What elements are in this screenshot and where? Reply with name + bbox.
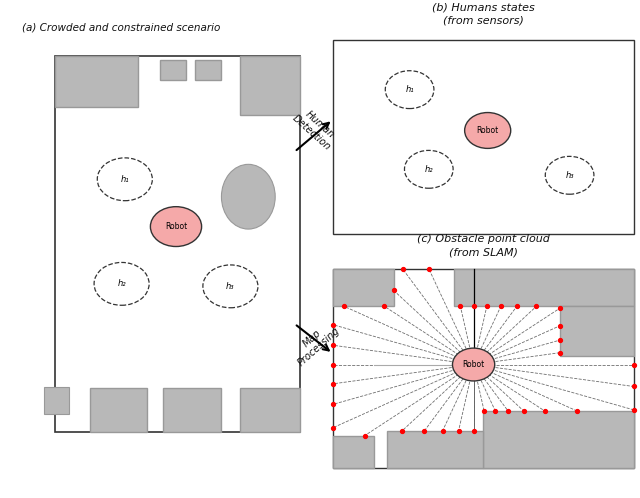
- Text: (from sensors): (from sensors): [443, 16, 524, 26]
- Bar: [90, 388, 147, 432]
- Bar: [560, 306, 634, 356]
- Text: h₂: h₂: [424, 165, 433, 174]
- Text: (b) Humans states: (b) Humans states: [432, 2, 534, 12]
- Text: h₂: h₂: [117, 279, 126, 288]
- Text: Human
Detection: Human Detection: [291, 105, 340, 152]
- Bar: [195, 60, 221, 80]
- Circle shape: [545, 156, 594, 194]
- Text: h₁: h₁: [405, 85, 414, 94]
- Bar: [333, 269, 394, 306]
- Bar: [333, 436, 374, 468]
- Text: Robot: Robot: [477, 126, 499, 135]
- Text: Robot: Robot: [463, 360, 484, 369]
- Text: Map
Processing: Map Processing: [289, 317, 342, 368]
- Circle shape: [94, 262, 149, 305]
- Text: h₁: h₁: [120, 175, 129, 184]
- Text: (a) Crowded and constrained scenario: (a) Crowded and constrained scenario: [22, 22, 221, 32]
- Bar: [44, 387, 69, 414]
- Text: (from SLAM): (from SLAM): [449, 248, 518, 257]
- Text: (c) Obstacle point cloud: (c) Obstacle point cloud: [417, 234, 550, 244]
- Ellipse shape: [221, 164, 275, 229]
- Bar: [55, 56, 300, 432]
- Circle shape: [452, 348, 495, 381]
- Bar: [387, 431, 483, 468]
- Circle shape: [404, 150, 453, 188]
- Circle shape: [150, 207, 202, 247]
- Bar: [240, 56, 300, 115]
- Text: h₃: h₃: [226, 282, 235, 291]
- Text: Robot: Robot: [165, 222, 187, 231]
- Text: h₃: h₃: [565, 171, 574, 180]
- Bar: [483, 411, 634, 468]
- Bar: [333, 269, 634, 468]
- Circle shape: [385, 71, 434, 109]
- Bar: [240, 388, 300, 432]
- Bar: [454, 269, 634, 306]
- Circle shape: [97, 158, 152, 201]
- Bar: [333, 40, 634, 234]
- Circle shape: [465, 113, 511, 148]
- Circle shape: [203, 265, 258, 308]
- Bar: [163, 388, 221, 432]
- Bar: [55, 56, 138, 107]
- Bar: [160, 60, 186, 80]
